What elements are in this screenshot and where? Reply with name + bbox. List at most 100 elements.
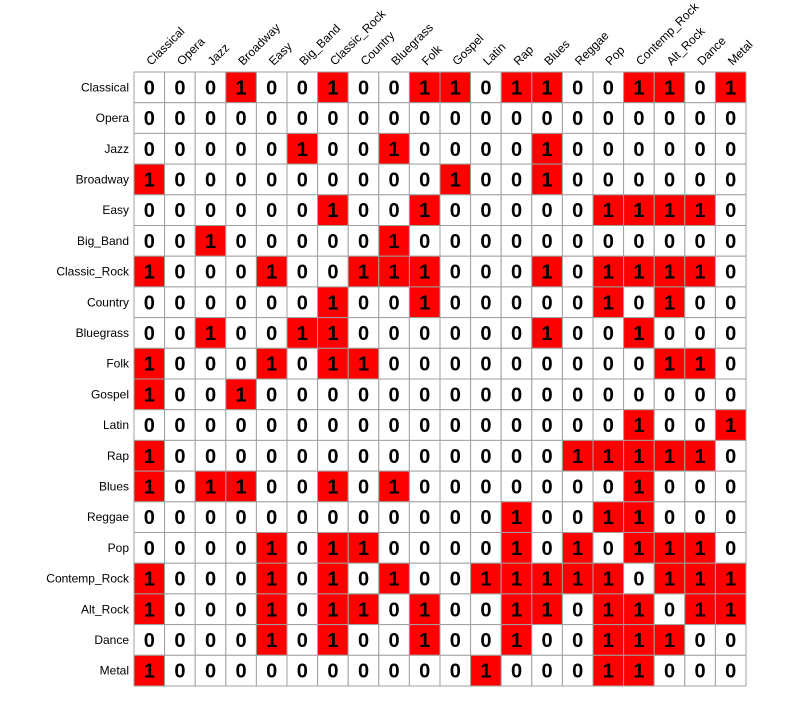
cell-broadway-country <box>347 163 380 196</box>
cell-value-classical-opera: 0 <box>174 77 185 99</box>
cell-value-opera-rap: 0 <box>511 108 522 130</box>
cell-pop-folk <box>408 532 441 564</box>
cell-value-big-band-classical: 0 <box>144 231 155 253</box>
cell-value-jazz-alt-rock: 0 <box>664 139 675 161</box>
cell-value-reggae-pop: 1 <box>603 507 614 529</box>
cell-value-alt-rock-metal: 1 <box>725 599 736 621</box>
cell-folk-contemp-rock <box>623 347 655 380</box>
cell-easy-opera <box>164 194 196 227</box>
cell-value-folk-latin: 0 <box>480 354 491 376</box>
cell-country-bluegrass <box>378 286 410 319</box>
cell-latin-pop <box>592 409 625 441</box>
cell-classic-rock-gospel <box>439 255 472 288</box>
cell-jazz-dance <box>684 132 716 165</box>
cell-bluegrass-dance <box>684 317 716 349</box>
row-label-country: Country <box>87 295 129 309</box>
cell-value-alt-rock-country: 1 <box>358 599 369 621</box>
cell-latin-opera <box>164 409 196 441</box>
cell-blues-easy <box>255 470 288 503</box>
cell-gospel-blues <box>531 378 563 411</box>
cell-value-country-classical: 0 <box>144 292 155 314</box>
cell-latin-classic-rock <box>317 409 349 441</box>
cell-value-pop-gospel: 0 <box>450 538 461 560</box>
cell-value-easy-metal: 0 <box>725 200 736 222</box>
cell-value-big-band-gospel: 0 <box>450 231 461 253</box>
cell-value-classic-rock-gospel: 0 <box>450 262 461 284</box>
cell-rap-contemp-rock <box>623 439 655 472</box>
cell-value-broadway-country: 0 <box>358 169 369 191</box>
cell-value-easy-classic-rock: 1 <box>327 200 338 222</box>
cell-value-big-band-contemp-rock: 0 <box>633 231 644 253</box>
cell-value-blues-jazz: 1 <box>205 476 216 498</box>
cell-value-country-jazz: 0 <box>205 292 216 314</box>
cell-value-big-band-jazz: 1 <box>205 231 216 253</box>
cell-easy-metal <box>714 194 747 227</box>
cell-country-country <box>347 286 380 319</box>
cell-metal-pop <box>592 654 625 687</box>
cell-reggae-broadway <box>225 501 257 533</box>
cell-classical-contemp-rock <box>623 71 655 104</box>
cell-classic-rock-big-band <box>286 255 319 288</box>
cell-value-folk-metal: 0 <box>725 354 736 376</box>
cell-value-blues-folk: 0 <box>419 476 430 498</box>
cell-value-big-band-opera: 0 <box>174 231 185 253</box>
cell-reggae-dance <box>684 501 716 533</box>
cell-value-reggae-blues: 0 <box>542 507 553 529</box>
cell-value-metal-easy: 0 <box>266 661 277 683</box>
cell-value-metal-contemp-rock: 1 <box>633 661 644 683</box>
cell-value-classic-rock-classic-rock: 0 <box>327 262 338 284</box>
cell-gospel-contemp-rock <box>623 378 655 411</box>
col-label-easy: Easy <box>266 39 295 68</box>
cell-pop-country <box>347 532 380 564</box>
cell-value-contemp-rock-contemp-rock: 0 <box>633 569 644 591</box>
cell-value-blues-contemp-rock: 1 <box>633 476 644 498</box>
cell-value-classical-latin: 0 <box>480 77 491 99</box>
cell-value-pop-classic-rock: 1 <box>327 538 338 560</box>
cell-easy-classic-rock <box>317 194 349 227</box>
cell-gospel-alt-rock <box>653 378 686 411</box>
cell-value-broadway-gospel: 1 <box>450 169 461 191</box>
cell-value-contemp-rock-classic-rock: 1 <box>327 569 338 591</box>
cell-value-broadway-dance: 0 <box>695 169 706 191</box>
cell-value-dance-alt-rock: 1 <box>664 630 675 652</box>
cell-value-classical-rap: 1 <box>511 77 522 99</box>
cell-reggae-metal <box>714 501 747 533</box>
cell-value-alt-rock-opera: 0 <box>174 599 185 621</box>
cell-value-dance-classic-rock: 1 <box>327 630 338 652</box>
cell-value-gospel-metal: 0 <box>725 384 736 406</box>
cell-big-band-jazz <box>194 225 227 257</box>
cell-big-band-metal <box>714 225 747 257</box>
cell-value-easy-opera: 0 <box>174 200 185 222</box>
cell-latin-folk <box>408 409 441 441</box>
cell-value-dance-big-band: 0 <box>297 630 308 652</box>
cell-value-rap-metal: 0 <box>725 446 736 468</box>
cell-value-latin-country: 0 <box>358 415 369 437</box>
cell-value-latin-big-band: 0 <box>297 415 308 437</box>
cell-value-metal-big-band: 0 <box>297 661 308 683</box>
cell-value-gospel-classical: 1 <box>144 384 155 406</box>
cell-value-gospel-pop: 0 <box>603 384 614 406</box>
cell-value-gospel-broadway: 1 <box>236 384 247 406</box>
cell-value-bluegrass-easy: 0 <box>266 323 277 345</box>
cell-value-broadway-broadway: 0 <box>236 169 247 191</box>
cell-big-band-reggae <box>561 225 594 257</box>
cell-value-jazz-folk: 0 <box>419 139 430 161</box>
cell-value-jazz-broadway: 0 <box>236 139 247 161</box>
cell-value-alt-rock-easy: 1 <box>266 599 277 621</box>
cell-value-broadway-big-band: 0 <box>297 169 308 191</box>
cell-value-rap-pop: 1 <box>603 446 614 468</box>
cell-bluegrass-opera <box>164 317 196 349</box>
cell-bluegrass-country <box>347 317 380 349</box>
col-label-metal: Metal <box>725 37 756 68</box>
cell-value-classic-rock-bluegrass: 1 <box>389 262 400 284</box>
cell-value-reggae-jazz: 0 <box>205 507 216 529</box>
cell-value-pop-country: 1 <box>358 538 369 560</box>
cell-value-broadway-rap: 0 <box>511 169 522 191</box>
cell-value-classic-rock-opera: 0 <box>174 262 185 284</box>
values-layer: 0 0 0 1 0 0 1 0 0 1 1 0 1 1 0 0 1 1 0 10 0 0 0 0 0 0 0 0 0 0 0 0 0 0 0 0 0 0 0… <box>144 77 737 682</box>
cell-classic-rock-latin <box>470 255 502 288</box>
cell-bluegrass-alt-rock <box>653 317 686 349</box>
cell-classic-rock-bluegrass <box>378 255 410 288</box>
cell-value-opera-broadway: 0 <box>236 108 247 130</box>
cell-contemp-rock-country <box>347 562 380 595</box>
